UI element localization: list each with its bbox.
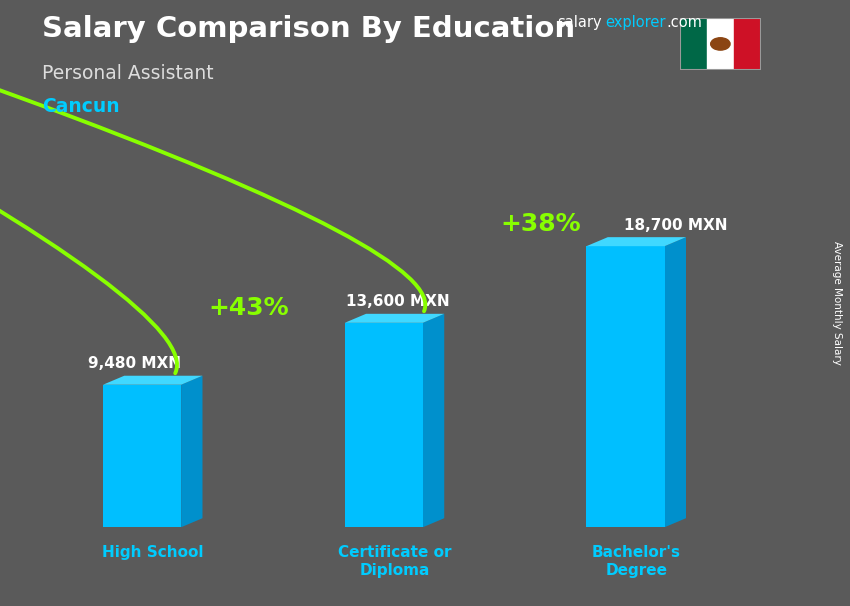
Bar xyxy=(707,18,734,70)
Polygon shape xyxy=(423,314,445,527)
Text: 18,700 MXN: 18,700 MXN xyxy=(624,218,727,233)
Text: +43%: +43% xyxy=(208,296,289,320)
Text: Cancun: Cancun xyxy=(42,97,120,116)
Bar xyxy=(345,323,423,527)
Text: salary: salary xyxy=(557,15,601,30)
Polygon shape xyxy=(181,376,202,527)
Polygon shape xyxy=(665,237,686,527)
Text: +38%: +38% xyxy=(500,211,581,236)
Bar xyxy=(103,385,181,527)
Text: .com: .com xyxy=(666,15,702,30)
Polygon shape xyxy=(103,376,202,385)
Text: explorer: explorer xyxy=(605,15,666,30)
Text: High School: High School xyxy=(102,545,203,561)
Polygon shape xyxy=(586,237,686,246)
Text: Personal Assistant: Personal Assistant xyxy=(42,64,214,82)
Bar xyxy=(680,18,707,70)
Text: 13,600 MXN: 13,600 MXN xyxy=(346,295,450,309)
Text: Salary Comparison By Education: Salary Comparison By Education xyxy=(42,15,575,43)
Text: Average Monthly Salary: Average Monthly Salary xyxy=(832,241,842,365)
Text: 9,480 MXN: 9,480 MXN xyxy=(88,356,181,371)
Circle shape xyxy=(711,38,730,50)
Text: Certificate or
Diploma: Certificate or Diploma xyxy=(337,545,451,578)
Polygon shape xyxy=(345,314,445,323)
Text: Bachelor's
Degree: Bachelor's Degree xyxy=(592,545,681,578)
Bar xyxy=(586,246,665,527)
Bar xyxy=(734,18,761,70)
